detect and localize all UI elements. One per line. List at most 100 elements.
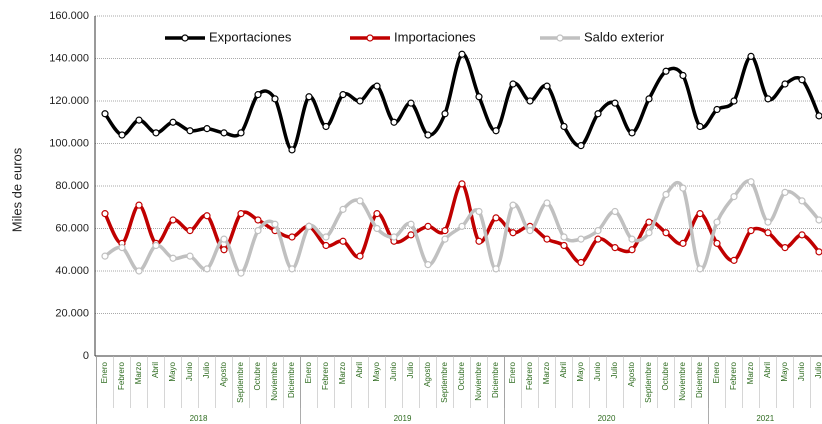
y-tick-label: 140.000 [49, 52, 89, 64]
data-point [730, 256, 738, 264]
data-point [407, 99, 415, 107]
data-point [254, 216, 262, 224]
data-point [526, 227, 534, 235]
data-point [509, 229, 517, 237]
x-tick-label: Diciembre [695, 361, 704, 398]
data-point [798, 76, 806, 84]
x-tick-label: Enero [100, 361, 109, 383]
data-point [441, 235, 449, 243]
data-point [509, 80, 517, 88]
data-point [526, 97, 534, 105]
data-point [135, 116, 143, 124]
data-point [118, 131, 126, 139]
data-point [169, 118, 177, 126]
data-point [118, 244, 126, 252]
data-point [135, 267, 143, 275]
data-point [645, 218, 653, 226]
x-tick-label: Abril [559, 362, 568, 378]
x-tick-label: Junio [593, 361, 602, 381]
series-line [103, 52, 821, 152]
data-point [356, 97, 364, 105]
legend-label: Importaciones [394, 29, 476, 44]
data-point [271, 95, 279, 103]
data-point [747, 227, 755, 235]
data-point [186, 252, 194, 260]
data-point [424, 222, 432, 230]
data-point [305, 93, 313, 101]
data-point [169, 254, 177, 262]
y-tick-label: 0 [83, 350, 89, 362]
data-point [560, 233, 568, 241]
data-point [662, 229, 670, 237]
data-point [662, 190, 670, 199]
data-point [101, 210, 109, 218]
data-point [560, 122, 568, 131]
data-point [322, 241, 330, 250]
data-point [764, 95, 772, 103]
data-point [407, 220, 415, 228]
x-tick-label: Febrero [117, 361, 126, 390]
data-point [628, 129, 636, 137]
data-point [254, 91, 262, 99]
data-point [458, 180, 466, 188]
data-point [815, 216, 822, 224]
data-point [662, 67, 670, 75]
data-point [169, 216, 177, 224]
data-point [764, 218, 772, 226]
data-point [475, 237, 483, 245]
x-tick-label: Septiembre [644, 361, 653, 402]
x-tick-label: Agosto [627, 361, 636, 386]
x-tick-label: Octubre [253, 361, 262, 390]
x-tick-label: Abril [763, 362, 772, 378]
data-point [696, 265, 704, 273]
x-tick-label: Noviembre [678, 361, 687, 400]
data-point [492, 214, 500, 222]
x-tick-label: Febrero [321, 361, 330, 390]
data-point [373, 224, 381, 233]
data-point [679, 239, 687, 247]
data-point [220, 129, 228, 137]
year-label: 2020 [598, 414, 616, 423]
x-tick-label: Noviembre [270, 361, 279, 400]
x-tick-label: Julio [610, 361, 619, 378]
y-tick-label: 120.000 [49, 95, 89, 107]
data-point [730, 193, 738, 201]
data-point [305, 222, 313, 230]
x-tick-label: Junio [797, 361, 806, 381]
data-point [288, 146, 296, 154]
y-tick-label: 20.000 [55, 307, 89, 319]
data-point [815, 248, 822, 256]
data-point [186, 227, 194, 235]
data-point [288, 233, 296, 241]
data-point [713, 105, 721, 114]
data-point [747, 52, 755, 60]
data-point [577, 235, 585, 243]
x-tick-label: Marzo [542, 361, 551, 384]
data-point [713, 239, 721, 247]
data-point [577, 258, 585, 267]
data-point [271, 220, 279, 228]
data-point [390, 233, 398, 241]
data-point [764, 229, 772, 237]
legend-marker [181, 34, 189, 42]
data-point [679, 71, 687, 80]
data-point [645, 95, 653, 103]
x-tick-label: Mayo [372, 361, 381, 381]
x-tick-label: Octubre [457, 361, 466, 390]
data-point [458, 222, 466, 230]
data-point [152, 241, 160, 250]
y-tick-label: 80.000 [55, 180, 89, 192]
data-point [611, 99, 619, 107]
data-point [730, 97, 738, 105]
y-tick-label: 40.000 [55, 265, 89, 277]
year-label: 2018 [190, 414, 208, 423]
data-point [339, 237, 347, 245]
legend-label: Saldo exterior [584, 29, 665, 44]
data-point [186, 127, 194, 135]
x-tick-label: Noviembre [474, 361, 483, 400]
y-tick-label: 60.000 [55, 222, 89, 234]
data-point [696, 210, 704, 218]
year-label: 2021 [756, 414, 774, 423]
data-point [475, 93, 483, 101]
data-point [492, 265, 500, 273]
